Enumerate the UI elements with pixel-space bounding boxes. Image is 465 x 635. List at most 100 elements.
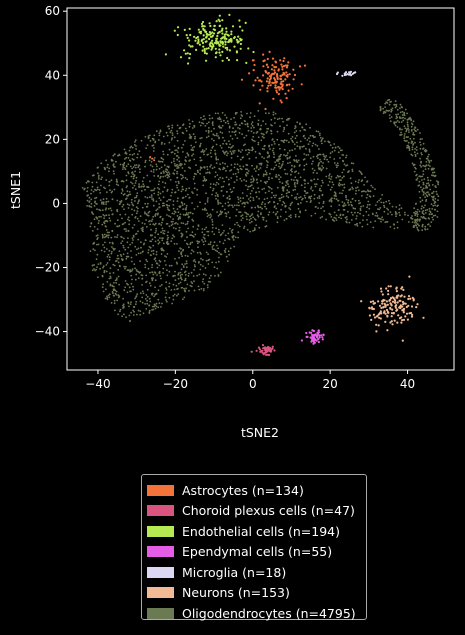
legend-swatch xyxy=(147,484,174,496)
scatter-point xyxy=(429,188,432,191)
scatter-point xyxy=(277,174,280,177)
scatter-point xyxy=(150,250,153,253)
scatter-point xyxy=(136,293,139,296)
scatter-point xyxy=(248,72,251,75)
scatter-point xyxy=(224,33,227,36)
scatter-point xyxy=(212,187,215,190)
scatter-point xyxy=(398,204,401,207)
scatter-point xyxy=(354,199,357,202)
scatter-point xyxy=(149,240,152,243)
scatter-point xyxy=(424,148,427,151)
scatter-point xyxy=(105,248,108,250)
scatter-point xyxy=(166,176,169,179)
scatter-point xyxy=(102,201,105,204)
scatter-point xyxy=(125,198,127,201)
scatter-point xyxy=(176,172,179,175)
scatter-point xyxy=(304,129,307,132)
scatter-point xyxy=(408,145,410,148)
scatter-point xyxy=(390,116,393,118)
scatter-point xyxy=(272,151,275,154)
legend-swatch xyxy=(147,566,174,578)
scatter-point xyxy=(327,184,330,187)
scatter-point xyxy=(208,117,211,120)
scatter-point xyxy=(410,125,413,128)
scatter-point xyxy=(149,271,151,274)
scatter-point xyxy=(321,193,324,196)
scatter-point xyxy=(105,264,108,266)
scatter-point xyxy=(182,196,185,199)
scatter-point xyxy=(398,121,401,123)
scatter-point xyxy=(108,184,111,187)
scatter-point xyxy=(172,207,175,210)
scatter-point xyxy=(176,165,179,168)
scatter-point xyxy=(213,233,216,236)
scatter-point xyxy=(205,179,208,181)
scatter-point xyxy=(161,160,164,163)
scatter-point xyxy=(151,279,154,282)
scatter-point xyxy=(299,122,301,125)
scatter-point xyxy=(162,202,164,205)
scatter-point xyxy=(130,301,132,303)
scatter-point xyxy=(239,165,241,168)
scatter-point xyxy=(260,132,263,135)
scatter-point xyxy=(407,214,409,217)
scatter-point xyxy=(145,308,148,310)
scatter-point xyxy=(270,132,273,135)
scatter-point xyxy=(338,216,340,219)
scatter-point xyxy=(161,249,163,252)
scatter-point xyxy=(201,25,205,28)
scatter-point xyxy=(202,241,205,243)
scatter-point xyxy=(159,275,162,277)
scatter-point xyxy=(201,228,204,230)
scatter-point xyxy=(407,125,409,127)
scatter-point xyxy=(294,125,297,127)
scatter-point xyxy=(344,204,347,207)
scatter-point xyxy=(423,217,426,220)
scatter-point xyxy=(319,187,321,190)
scatter-point xyxy=(144,188,146,191)
scatter-point xyxy=(276,130,279,133)
scatter-point xyxy=(427,164,430,167)
scatter-point xyxy=(216,267,219,270)
scatter-point xyxy=(181,273,184,276)
scatter-point xyxy=(209,186,212,189)
scatter-point xyxy=(134,303,137,306)
scatter-point xyxy=(410,305,414,308)
scatter-point xyxy=(395,215,397,218)
scatter-point xyxy=(151,271,154,273)
scatter-point xyxy=(217,199,219,202)
scatter-point xyxy=(110,250,113,253)
scatter-point xyxy=(115,278,118,281)
scatter-point xyxy=(184,239,186,242)
scatter-point xyxy=(337,209,340,212)
scatter-point xyxy=(319,136,322,139)
scatter-point xyxy=(338,182,341,185)
scatter-point xyxy=(421,211,424,213)
scatter-point xyxy=(127,301,130,304)
scatter-point xyxy=(186,52,189,55)
scatter-point xyxy=(221,50,224,54)
scatter-point xyxy=(437,204,439,207)
scatter-point xyxy=(131,226,134,229)
scatter-point xyxy=(325,155,328,157)
scatter-point xyxy=(319,168,321,170)
scatter-point xyxy=(215,227,218,230)
scatter-point xyxy=(144,266,147,269)
scatter-point xyxy=(230,118,232,120)
scatter-point xyxy=(287,132,290,135)
scatter-point xyxy=(327,140,330,143)
scatter-point xyxy=(242,165,245,168)
scatter-point xyxy=(316,157,319,160)
scatter-point xyxy=(246,228,249,231)
scatter-point xyxy=(290,168,293,170)
scatter-point xyxy=(117,257,120,260)
scatter-point xyxy=(258,191,261,193)
scatter-point xyxy=(171,212,174,215)
scatter-point xyxy=(101,209,104,212)
scatter-point xyxy=(177,189,180,192)
scatter-point xyxy=(237,198,240,201)
scatter-point xyxy=(427,167,430,170)
scatter-point xyxy=(211,208,214,211)
scatter-point xyxy=(212,45,215,48)
scatter-point xyxy=(221,205,224,208)
